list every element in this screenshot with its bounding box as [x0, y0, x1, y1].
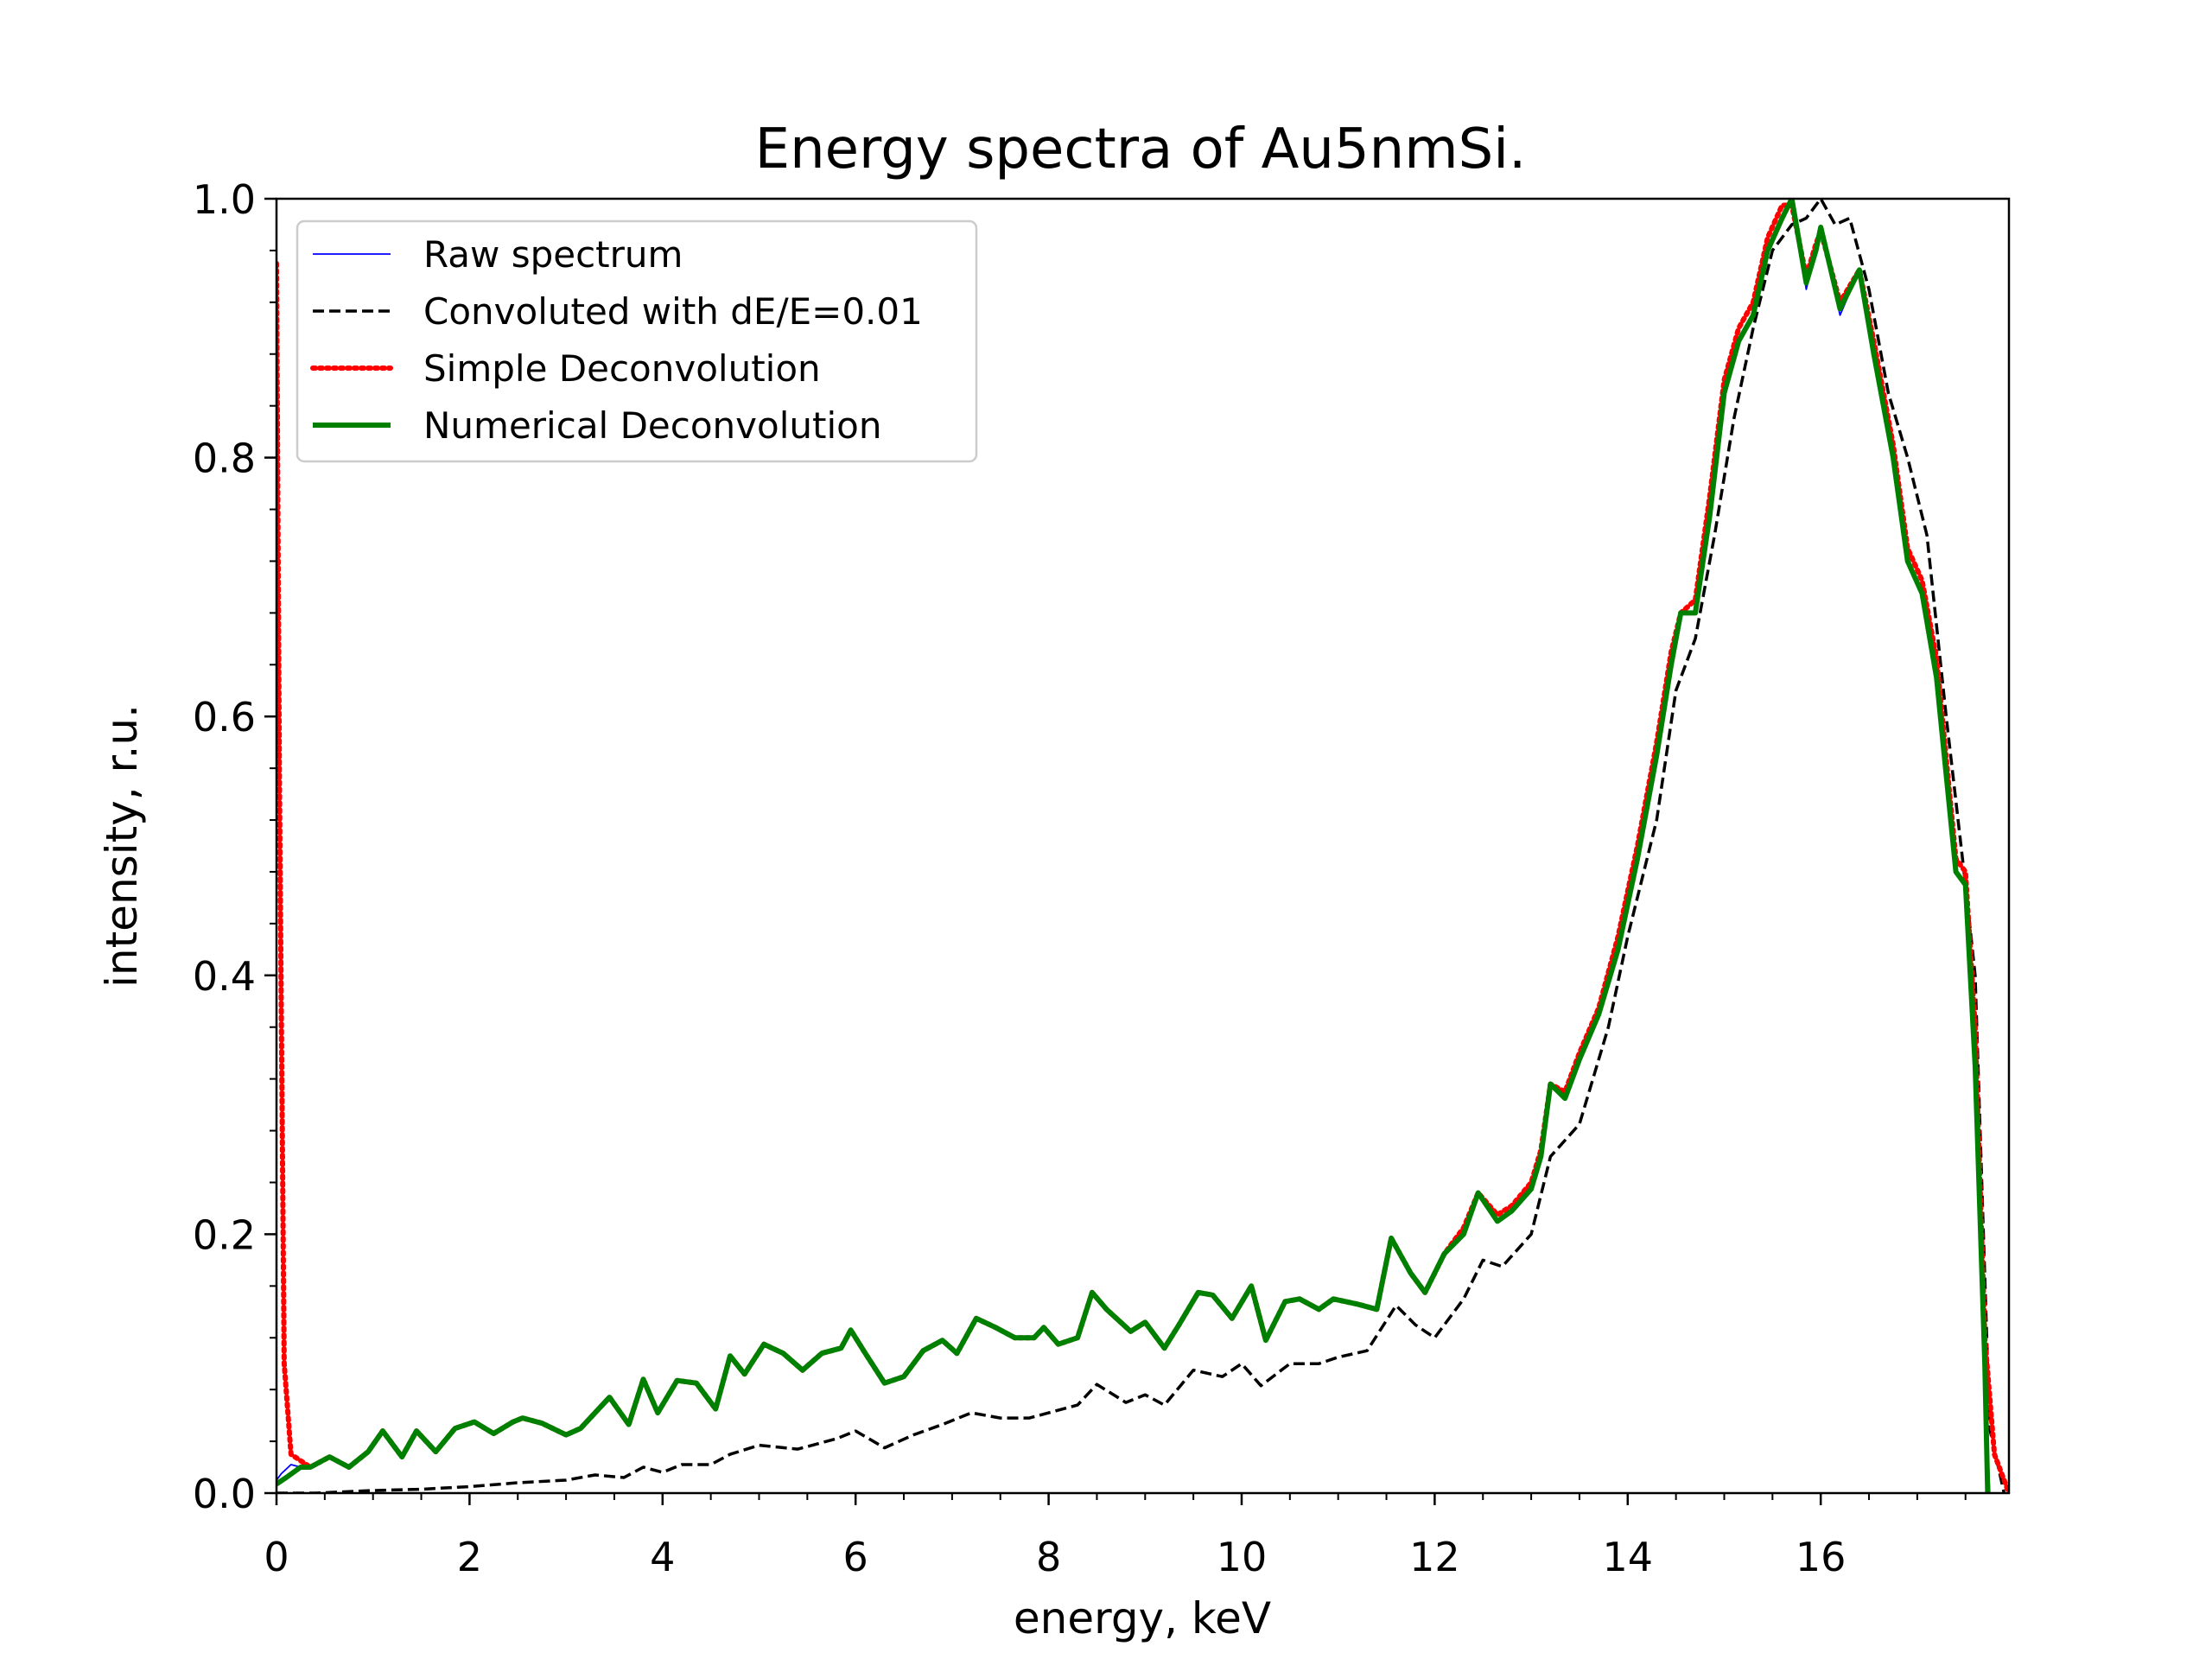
y-tick-label: 0.8 [193, 435, 256, 482]
legend-label-3: Numerical Deconvolution [423, 404, 881, 447]
x-axis: 0 2 4 6 8 10 12 14 16 [264, 1493, 1967, 1580]
y-tick-label: 0.2 [193, 1211, 256, 1258]
x-tick-label: 4 [650, 1534, 675, 1580]
y-tick-label: 0.6 [193, 694, 256, 741]
y-tick-label: 0.0 [193, 1471, 256, 1517]
x-axis-label: energy, keV [1014, 1593, 1271, 1643]
x-tick-label: 12 [1409, 1534, 1460, 1580]
legend-label-1: Convoluted with dE/E=0.01 [423, 290, 923, 333]
chart-title: Energy spectra of Au5nmSi. [755, 118, 1527, 181]
x-tick-label: 2 [457, 1534, 482, 1580]
legend: Raw spectrum Convoluted with dE/E=0.01 Sim… [296, 219, 978, 463]
x-tick-label: 6 [843, 1534, 868, 1580]
series-layer [276, 199, 2009, 1493]
y-axis-label: intensity, r.u. [97, 704, 147, 988]
y-axis: 0.0 0.2 0.4 0.6 0.8 1.0 [193, 176, 276, 1517]
x-tick-label: 0 [264, 1534, 289, 1580]
legend-box [296, 219, 978, 463]
legend-label-0: Raw spectrum [423, 233, 683, 276]
series-line-3 [276, 199, 1991, 1493]
y-tick-label: 0.4 [193, 953, 256, 1000]
plot-frame [275, 197, 2011, 1495]
legend-label-2: Simple Deconvolution [423, 347, 821, 390]
x-tick-label: 14 [1603, 1534, 1654, 1580]
x-tick-label: 8 [1036, 1534, 1061, 1580]
y-tick-label: 1.0 [193, 176, 256, 223]
series-line-1 [276, 199, 2006, 1493]
plot-area [275, 197, 2011, 1495]
x-tick-label: 10 [1217, 1534, 1268, 1580]
x-tick-label: 16 [1796, 1534, 1847, 1580]
